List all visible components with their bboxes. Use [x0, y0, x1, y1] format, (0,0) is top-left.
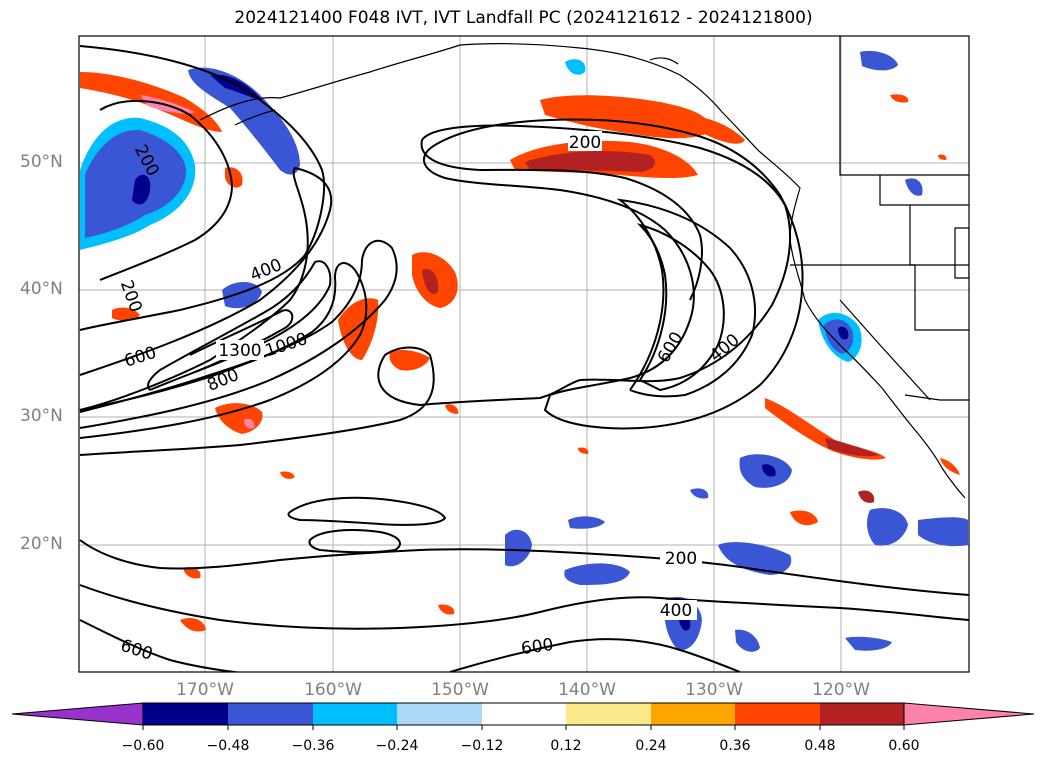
- lon-label: 130°W: [685, 680, 743, 700]
- blue-region-east4: [918, 517, 968, 547]
- contour-outer: [79, 166, 333, 411]
- colorbar-tick-label: −0.24: [375, 738, 419, 754]
- colorbar-tick-label: 0.12: [550, 738, 582, 754]
- blue-region-east3: [867, 508, 908, 546]
- contour-east-200: [423, 118, 804, 430]
- blue-region-nw-core: [132, 174, 151, 205]
- ivt-contours: [79, 45, 969, 672]
- blue-region-south1: [505, 529, 532, 567]
- lat-label: 40°N: [20, 279, 63, 299]
- lat-label: 30°N: [20, 406, 63, 426]
- contour-200-inner: [99, 99, 234, 281]
- contour-label: 600: [520, 635, 555, 659]
- red-region-small1: [790, 510, 818, 526]
- colorbar-tick-label: −0.48: [206, 738, 250, 754]
- colorbar-tick-label: 0.60: [888, 738, 920, 754]
- contour-south-20a: [79, 539, 969, 596]
- colorbar-tick-label: 0.48: [804, 738, 836, 754]
- contour-label: 1300: [218, 341, 261, 361]
- negative-pc-regions: [80, 50, 968, 652]
- lon-label: 160°W: [304, 680, 362, 700]
- contour-loop-22: [287, 496, 447, 526]
- colorbar-tick-label: −0.60: [121, 738, 165, 754]
- lon-label: 120°W: [812, 680, 870, 700]
- contour-label: 200: [569, 133, 601, 153]
- colorbar-extend-low: [11, 702, 144, 726]
- lon-label: 140°W: [558, 680, 616, 700]
- blue-region-south2: [564, 563, 630, 585]
- lon-label: 170°W: [176, 680, 234, 700]
- colorbar-tick-label: 0.24: [635, 738, 667, 754]
- colorbar: [11, 702, 1035, 730]
- red-region-center2: [338, 298, 379, 360]
- colorbar-tick-label: −0.12: [460, 738, 504, 754]
- plot-frame: [78, 35, 970, 673]
- map-title: 2024121400 F048 IVT, IVT Landfall PC (20…: [234, 8, 813, 28]
- colorbar-frame: [142, 702, 905, 726]
- contour-east-400: [616, 198, 756, 398]
- contour-label: 200: [665, 549, 697, 569]
- lat-label: 20°N: [20, 534, 63, 554]
- lat-label: 50°N: [20, 152, 63, 172]
- contour-400: [79, 239, 398, 429]
- colorbar-tick-label: 0.36: [719, 738, 751, 754]
- blue-region-south4: [845, 636, 892, 651]
- contour-east-600: [636, 223, 725, 392]
- colorbar-extend-high: [903, 702, 1035, 726]
- contour-600: [79, 262, 368, 439]
- coastlines: [199, 36, 969, 499]
- lon-label: 150°W: [431, 680, 489, 700]
- contour-label: 400: [660, 601, 692, 621]
- blue-region-east2: [718, 542, 792, 575]
- blue-region-bc: [860, 50, 898, 71]
- red-region-north: [540, 95, 712, 139]
- positive-pc-regions: [80, 72, 960, 632]
- colorbar-tick-label: −0.36: [291, 738, 335, 754]
- contour-200-nw: [79, 45, 325, 331]
- contour-south-20b: [79, 584, 969, 630]
